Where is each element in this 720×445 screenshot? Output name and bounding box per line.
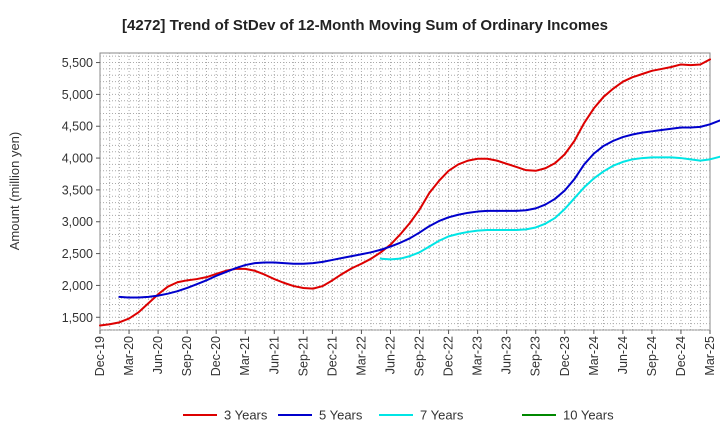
x-tick-label: Sep-21 [296, 336, 310, 376]
x-tick-label: Jun-21 [267, 336, 281, 374]
y-tick-label: 5,500 [62, 56, 93, 70]
legend-label-10-years: 10 Years [563, 408, 614, 423]
x-tick-label: Mar-22 [354, 336, 368, 376]
y-axis-label: Amount (million yen) [7, 132, 22, 251]
x-tick-label: Dec-23 [558, 336, 572, 376]
x-tick-label: Sep-23 [529, 336, 543, 376]
series-layer [99, 58, 720, 327]
x-tick-label: Mar-20 [122, 336, 136, 376]
legend-label-5-years: 5 Years [319, 408, 363, 423]
x-tick-label: Dec-21 [325, 336, 339, 376]
series-line-5-years [118, 119, 720, 299]
plot-area-frame [99, 52, 711, 331]
x-tick-label: Jun-23 [500, 336, 514, 374]
x-tick-label: Mar-23 [471, 336, 485, 376]
x-tick-label: Dec-24 [674, 336, 688, 376]
y-tick-label: 5,000 [62, 88, 93, 102]
x-tick-label: Dec-19 [93, 336, 107, 376]
x-tick-label: Mar-21 [238, 336, 252, 376]
y-tick-label: 4,000 [62, 152, 93, 166]
x-tick-label: Sep-20 [180, 336, 194, 376]
x-tick-label: Sep-24 [645, 336, 659, 376]
legend-label-3-years: 3 Years [224, 408, 268, 423]
y-tick-label: 3,000 [62, 215, 93, 229]
x-tick-label: Jun-24 [616, 336, 630, 374]
y-tick-label: 2,000 [62, 279, 93, 293]
legend-label-7-years: 7 Years [420, 408, 464, 423]
series-line-3-years [99, 58, 711, 327]
axis-layer: 1,500 2,000 2,500 3,000 3,500 4,000 4,500 5,000… [62, 56, 717, 376]
x-tick-label: Mar-24 [587, 336, 601, 376]
y-tick-label: 1,500 [62, 311, 93, 325]
x-tick-label: Dec-20 [209, 336, 223, 376]
x-tick-label: Dec-22 [442, 336, 456, 376]
series-line-7-years [379, 155, 720, 261]
y-tick-label: 4,500 [62, 120, 93, 134]
x-tick-label: Jun-22 [383, 336, 397, 374]
x-tick-label: Mar-25 [703, 336, 717, 376]
chart-title: [4272] Trend of StDev of 12-Month Moving… [122, 17, 608, 34]
legend: 3 Years 5 Years 7 Years 10 Years [183, 408, 614, 423]
x-tick-label: Jun-20 [151, 336, 165, 374]
y-tick-label: 3,500 [62, 183, 93, 197]
y-tick-label: 2,500 [62, 247, 93, 261]
x-tick-label: Sep-22 [413, 336, 427, 376]
